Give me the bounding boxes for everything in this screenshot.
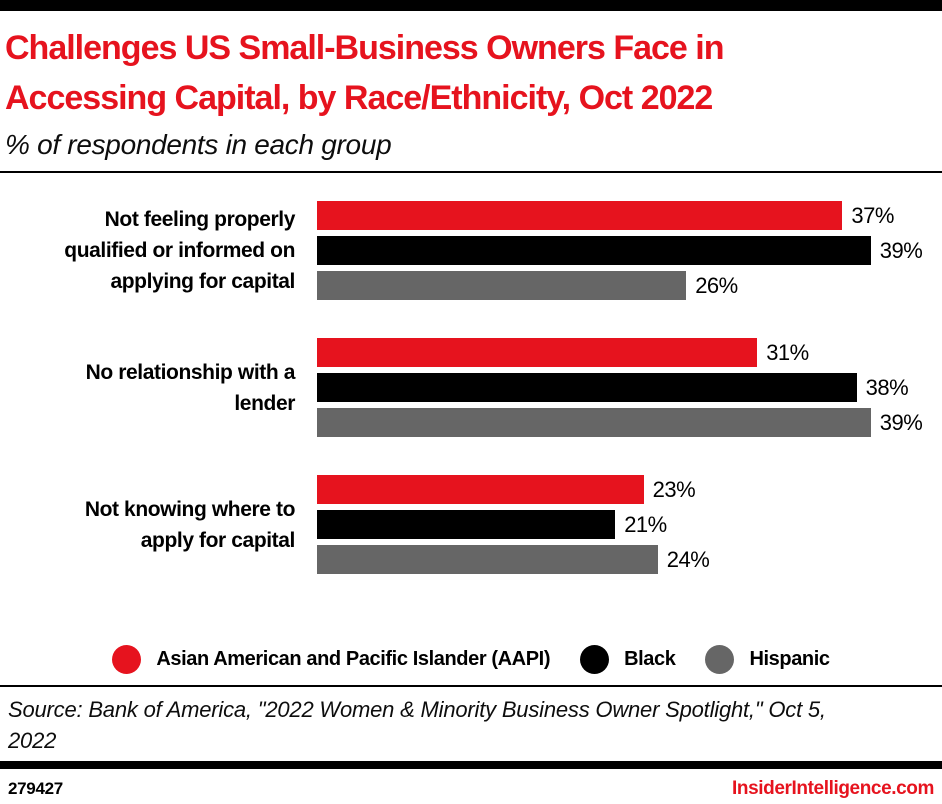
value-label: 26% bbox=[695, 272, 738, 298]
bar-row: 26% bbox=[317, 271, 942, 300]
legend-dot-icon bbox=[580, 644, 610, 674]
bar-asian-american-and-pacific-islander-aapi bbox=[317, 475, 644, 504]
chart-subtitle: % of respondents in each group bbox=[5, 129, 392, 160]
bar-row: 37% bbox=[317, 201, 942, 230]
category-label: No relationship with a lender bbox=[85, 360, 296, 415]
chart-header: Challenges US Small-Business Owners Face… bbox=[0, 11, 942, 165]
top-accent-bar bbox=[0, 0, 942, 11]
value-label: 23% bbox=[652, 476, 696, 502]
chart-id: 279427 bbox=[8, 779, 63, 798]
bar-row: 38% bbox=[317, 373, 942, 402]
bar-black bbox=[317, 373, 857, 402]
legend-dot-icon bbox=[705, 644, 735, 674]
bar-hispanic bbox=[317, 408, 871, 437]
value-label: 24% bbox=[666, 546, 710, 572]
bar-row: 39% bbox=[317, 236, 942, 265]
legend-item: Hispanic bbox=[705, 644, 830, 674]
bar-row: 23% bbox=[317, 475, 942, 504]
chart-group: No relationship with a lender 31% 38% 39% bbox=[0, 338, 942, 437]
value-label: 37% bbox=[851, 202, 894, 228]
source-line2: 2022 bbox=[8, 728, 57, 753]
footer: 279427 InsiderIntelligence.com bbox=[0, 769, 942, 800]
legend-label: Asian American and Pacific Islander (AAP… bbox=[156, 647, 551, 670]
bar-row: 39% bbox=[317, 408, 942, 437]
bar-hispanic bbox=[317, 545, 658, 574]
legend-label: Hispanic bbox=[749, 647, 830, 670]
chart-title-line2: Accessing Capital, by Race/Ethnicity, Oc… bbox=[5, 79, 713, 117]
value-label: 39% bbox=[879, 237, 923, 263]
value-label: 38% bbox=[865, 374, 909, 400]
bar-black bbox=[317, 510, 616, 539]
chart-legend: Asian American and Pacific Islander (AAP… bbox=[0, 644, 942, 674]
legend-dot-icon bbox=[112, 644, 142, 674]
bar-row: 21% bbox=[317, 510, 942, 539]
bar-asian-american-and-pacific-islander-aapi bbox=[317, 338, 758, 367]
chart-title-line1: Challenges US Small-Business Owners Face… bbox=[5, 29, 724, 67]
bar-black bbox=[317, 236, 871, 265]
bar-row: 31% bbox=[317, 338, 942, 367]
legend-label: Black bbox=[624, 647, 676, 670]
legend-item: Black bbox=[580, 644, 676, 674]
bar-row: 24% bbox=[317, 545, 942, 574]
value-label: 31% bbox=[766, 339, 809, 365]
value-label: 39% bbox=[879, 409, 923, 435]
bar-hispanic bbox=[317, 271, 687, 300]
footer-accent-bar bbox=[0, 761, 942, 769]
chart-group: Not feeling properly qualified or inform… bbox=[0, 201, 942, 300]
legend-divider bbox=[0, 685, 942, 687]
chart-group: Not knowing where to apply for capital 23… bbox=[0, 475, 942, 574]
bar-chart: Not feeling properly qualified or inform… bbox=[0, 173, 942, 574]
legend-item: Asian American and Pacific Islander (AAP… bbox=[112, 644, 551, 674]
value-label: 21% bbox=[624, 511, 667, 537]
source-line1: Source: Bank of America, "2022 Women & M… bbox=[8, 697, 826, 722]
source-note: Source: Bank of America, "2022 Women & M… bbox=[0, 687, 942, 756]
category-label: Not feeling properly qualified or inform… bbox=[64, 208, 295, 293]
bar-rows: 23% 21% 24% bbox=[317, 475, 942, 574]
bar-rows: 37% 39% 26% bbox=[317, 201, 942, 300]
category-label: Not knowing where to apply for capital bbox=[84, 497, 296, 552]
brand-link[interactable]: InsiderIntelligence.com bbox=[732, 778, 934, 799]
bar-asian-american-and-pacific-islander-aapi bbox=[317, 201, 843, 230]
header-divider bbox=[0, 171, 942, 173]
bar-rows: 31% 38% 39% bbox=[317, 338, 942, 437]
